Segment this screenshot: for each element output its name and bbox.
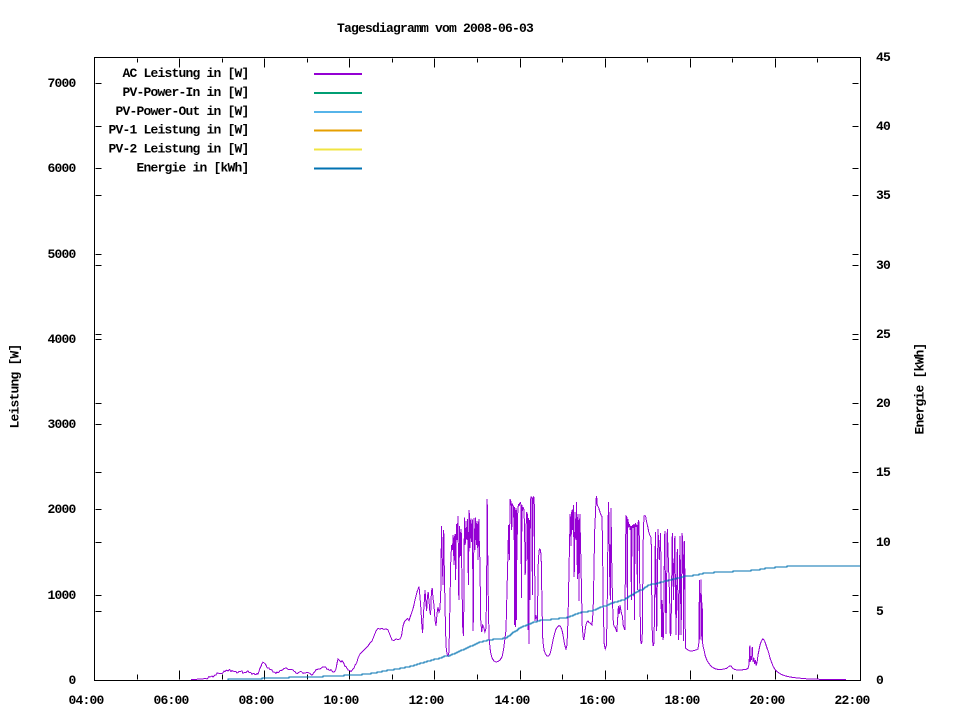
svg-text:12:00: 12:00: [408, 693, 444, 708]
svg-text:0: 0: [68, 673, 76, 688]
svg-text:10:00: 10:00: [323, 693, 359, 708]
svg-text:0: 0: [876, 673, 884, 688]
svg-text:16:00: 16:00: [579, 693, 615, 708]
svg-text:25: 25: [876, 327, 891, 342]
svg-text:PV-2 Leistung in [W]: PV-2 Leistung in [W]: [108, 142, 248, 157]
svg-text:Energie in [kWh]: Energie in [kWh]: [136, 161, 248, 176]
svg-text:22:00: 22:00: [834, 693, 870, 708]
svg-text:6000: 6000: [47, 161, 76, 176]
svg-text:2000: 2000: [47, 502, 76, 517]
svg-text:18:00: 18:00: [664, 693, 700, 708]
svg-text:06:00: 06:00: [153, 693, 189, 708]
svg-text:10: 10: [876, 535, 891, 550]
svg-text:Tagesdiagramm vom 2008-06-03: Tagesdiagramm vom 2008-06-03: [337, 21, 534, 36]
svg-text:15: 15: [876, 465, 891, 480]
svg-text:20:00: 20:00: [749, 693, 785, 708]
svg-text:PV-Power-Out in [W]: PV-Power-Out in [W]: [115, 104, 248, 119]
svg-text:PV-1 Leistung in [W]: PV-1 Leistung in [W]: [108, 123, 248, 138]
svg-text:4000: 4000: [47, 332, 76, 347]
svg-text:20: 20: [876, 396, 891, 411]
svg-text:1000: 1000: [47, 588, 76, 603]
svg-text:3000: 3000: [47, 417, 76, 432]
svg-text:7000: 7000: [47, 76, 76, 91]
svg-text:Leistung [W]: Leistung [W]: [8, 344, 23, 428]
svg-text:14:00: 14:00: [494, 693, 530, 708]
svg-text:35: 35: [876, 188, 891, 203]
svg-text:Energie [kWh]: Energie [kWh]: [913, 343, 928, 434]
svg-text:45: 45: [876, 50, 891, 65]
svg-text:AC Leistung in [W]: AC Leistung in [W]: [122, 66, 248, 81]
svg-text:04:00: 04:00: [68, 693, 104, 708]
svg-text:30: 30: [876, 258, 891, 273]
svg-text:5000: 5000: [47, 247, 76, 262]
svg-text:08:00: 08:00: [238, 693, 274, 708]
svg-text:5: 5: [876, 604, 884, 619]
svg-text:PV-Power-In in [W]: PV-Power-In in [W]: [122, 85, 248, 100]
svg-text:40: 40: [876, 119, 891, 134]
